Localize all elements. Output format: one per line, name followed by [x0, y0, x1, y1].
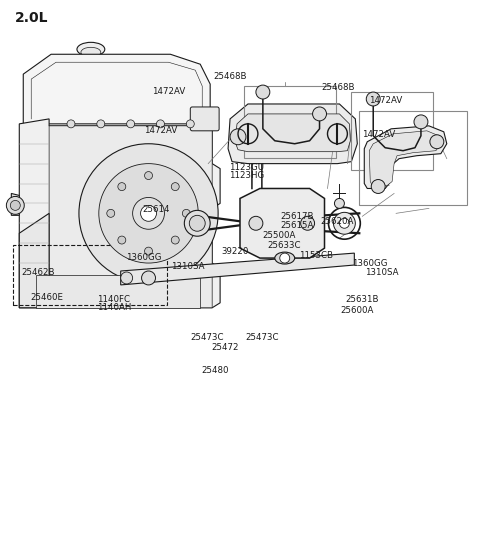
Circle shape [334, 212, 355, 234]
Circle shape [156, 120, 165, 128]
Circle shape [67, 120, 75, 128]
Text: 1360GG: 1360GG [352, 259, 388, 268]
Text: 25462B: 25462B [22, 268, 55, 276]
Circle shape [118, 182, 126, 191]
Polygon shape [23, 54, 210, 124]
Polygon shape [364, 126, 447, 188]
Circle shape [171, 182, 179, 191]
Circle shape [99, 163, 198, 263]
Circle shape [171, 236, 179, 244]
Circle shape [366, 92, 380, 106]
Polygon shape [19, 213, 49, 308]
Circle shape [141, 205, 156, 222]
Circle shape [339, 218, 349, 228]
Text: 1310SA: 1310SA [171, 262, 204, 271]
Circle shape [144, 247, 153, 255]
Circle shape [6, 197, 24, 214]
Text: 39220: 39220 [221, 247, 248, 256]
Text: 25631B: 25631B [345, 295, 379, 304]
Circle shape [11, 200, 20, 210]
Text: 2.0L: 2.0L [15, 11, 49, 26]
Text: 25615A: 25615A [281, 221, 314, 230]
Text: 25620A: 25620A [320, 217, 354, 226]
Circle shape [186, 120, 194, 128]
Circle shape [97, 120, 105, 128]
Polygon shape [228, 104, 357, 163]
Text: 1472AV: 1472AV [362, 130, 395, 139]
Circle shape [414, 115, 428, 129]
Ellipse shape [275, 252, 295, 264]
Text: 25473C: 25473C [246, 333, 279, 342]
Circle shape [107, 210, 115, 217]
Circle shape [249, 216, 263, 230]
Polygon shape [369, 131, 441, 186]
Circle shape [256, 85, 270, 99]
Text: 1153CB: 1153CB [299, 251, 333, 260]
Text: 25460E: 25460E [30, 293, 63, 302]
Circle shape [132, 198, 165, 229]
Circle shape [300, 216, 314, 230]
Polygon shape [235, 114, 350, 151]
FancyBboxPatch shape [190, 107, 219, 131]
Text: 1123GU: 1123GU [229, 163, 264, 172]
Circle shape [79, 144, 218, 283]
Text: 1472AV: 1472AV [369, 96, 402, 105]
Circle shape [184, 210, 210, 236]
Text: 1310SA: 1310SA [365, 268, 398, 277]
Polygon shape [19, 119, 220, 308]
Text: 1472AV: 1472AV [144, 125, 177, 135]
Text: 1360GG: 1360GG [126, 253, 161, 262]
Circle shape [189, 216, 205, 231]
Text: 1140AH: 1140AH [97, 303, 131, 312]
Circle shape [120, 272, 132, 284]
Text: 25480: 25480 [202, 367, 229, 375]
Text: 1140FC: 1140FC [97, 294, 130, 304]
Circle shape [312, 107, 326, 121]
Text: 1472AV: 1472AV [152, 87, 185, 96]
Circle shape [230, 129, 246, 145]
Circle shape [371, 180, 385, 193]
Polygon shape [120, 253, 354, 285]
Text: 25600A: 25600A [340, 306, 373, 315]
Circle shape [142, 271, 156, 285]
Text: 25472: 25472 [211, 343, 239, 351]
Ellipse shape [81, 47, 101, 57]
Circle shape [430, 135, 444, 149]
Polygon shape [240, 188, 324, 258]
Ellipse shape [77, 42, 105, 56]
Text: 25468B: 25468B [321, 84, 355, 92]
Text: 25614: 25614 [142, 205, 169, 214]
Circle shape [182, 210, 190, 217]
Polygon shape [36, 275, 200, 308]
Circle shape [118, 236, 126, 244]
Text: 25473C: 25473C [190, 333, 223, 342]
Circle shape [280, 253, 290, 263]
Text: 25617B: 25617B [281, 212, 314, 222]
Text: 25633C: 25633C [268, 241, 301, 250]
Circle shape [335, 198, 344, 209]
Text: 25468B: 25468B [214, 72, 247, 80]
Circle shape [144, 172, 153, 180]
Circle shape [127, 120, 134, 128]
Polygon shape [12, 193, 19, 216]
Text: 25500A: 25500A [263, 231, 296, 241]
Polygon shape [49, 126, 212, 308]
Text: 1123HG: 1123HG [229, 172, 265, 180]
